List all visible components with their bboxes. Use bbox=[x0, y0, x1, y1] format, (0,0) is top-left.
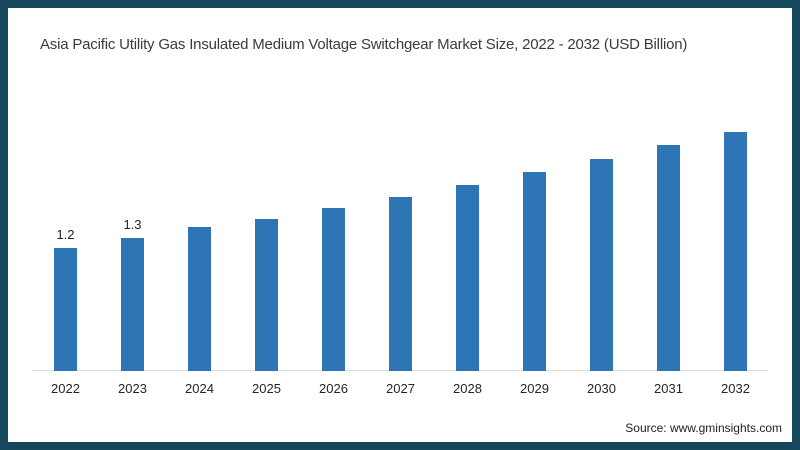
x-tick-label-2024: 2024 bbox=[185, 381, 214, 396]
bar-chart: 1.2 2022 1.3 2023 2024 2025 2026 2027 2028 2029 20… bbox=[8, 8, 792, 442]
source-attribution: Source: www.gminsights.com bbox=[625, 421, 782, 435]
x-tick-label-2022: 2022 bbox=[51, 381, 80, 396]
bar-2026 bbox=[322, 208, 345, 371]
x-tick-label-2030: 2030 bbox=[587, 381, 616, 396]
x-tick-label-2023: 2023 bbox=[118, 381, 147, 396]
bar-2032 bbox=[724, 132, 747, 371]
bar-2022 bbox=[54, 248, 77, 371]
bar-2027 bbox=[389, 197, 412, 371]
bar-2028 bbox=[456, 185, 479, 371]
bar-2025 bbox=[255, 219, 278, 371]
x-tick-label-2031: 2031 bbox=[654, 381, 683, 396]
x-tick-label-2025: 2025 bbox=[252, 381, 281, 396]
value-label-2023: 1.3 bbox=[123, 217, 142, 232]
chart-title: Asia Pacific Utility Gas Insulated Mediu… bbox=[40, 36, 688, 53]
x-tick-label-2026: 2026 bbox=[319, 381, 348, 396]
bar-2029 bbox=[523, 172, 546, 371]
x-tick-label-2028: 2028 bbox=[453, 381, 482, 396]
bar-2031 bbox=[657, 145, 680, 371]
x-tick-label-2029: 2029 bbox=[520, 381, 549, 396]
value-label-2022: 1.2 bbox=[56, 227, 75, 242]
bar-2024 bbox=[188, 227, 211, 371]
x-tick-label-2032: 2032 bbox=[721, 381, 750, 396]
x-tick-label-2027: 2027 bbox=[386, 381, 415, 396]
bar-2023 bbox=[121, 238, 144, 371]
bar-2030 bbox=[590, 159, 613, 371]
